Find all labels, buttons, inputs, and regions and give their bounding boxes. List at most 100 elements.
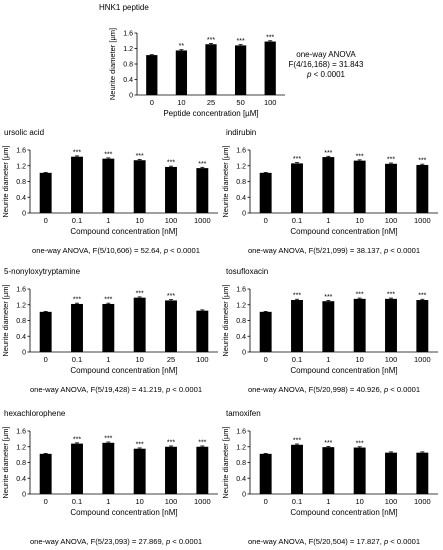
bar: [259, 172, 272, 213]
x-axis-label: Peptide concentration [µM]: [163, 109, 258, 118]
stats-text: one-way ANOVA, F(5/21,099) = 38.137, p <…: [248, 246, 420, 255]
bar: [102, 442, 115, 494]
x-tick-label: 0: [264, 355, 268, 364]
p-value: < 0.0001: [388, 246, 420, 255]
p-symbol: p: [306, 70, 312, 79]
stats-prefix: one-way ANOVA, F(5/19,428) = 41.219,: [30, 385, 166, 394]
significance-marker: ***: [167, 160, 175, 167]
p-symbol: p: [163, 246, 168, 255]
p-symbol: p: [383, 246, 388, 255]
y-tick-label: 0.4: [236, 195, 246, 202]
x-tick-label: 100: [385, 216, 398, 225]
y-tick-label: 1.2: [236, 444, 246, 451]
y-tick-label: 1.6: [236, 429, 246, 436]
y-axis-label: Neurite diameter [µm]: [221, 145, 230, 217]
p-symbol: p: [165, 537, 170, 546]
x-tick-label: 0.1: [72, 355, 82, 364]
significance-marker: ***: [73, 297, 81, 304]
x-tick-label: 25: [167, 355, 175, 364]
chart-title: 5-nonyloxytryptamine: [4, 267, 81, 276]
stats-line-1: one-way ANOVA: [296, 50, 356, 59]
bar: [196, 446, 209, 494]
chart-ursolic: ursolic acid 0 0.4 0.8 1.2 1.6 Neurite diamete…: [1, 128, 218, 255]
bar: [175, 50, 188, 95]
bar: [39, 453, 52, 494]
chart-tosufloxacin: tosufloxacin 0 0.4 0.8 1.2 1.6 Neurite diamete…: [221, 267, 438, 394]
y-tick-label: 1.2: [16, 302, 26, 309]
significance-marker: ***: [293, 437, 301, 444]
bar: [146, 55, 158, 95]
significance-marker: ***: [136, 290, 144, 297]
x-axis-label: Compound concentration [nM]: [290, 227, 397, 236]
x-tick-label: 1: [106, 216, 110, 225]
chart-title: tosufloxacin: [226, 267, 268, 276]
x-tick-label: 1: [326, 497, 330, 506]
stats-prefix: one-way ANOVA, F(5/20,504) = 17.827,: [248, 537, 384, 546]
y-axis-label: Neurite diameter [µm]: [1, 145, 10, 217]
x-tick-label: 0: [264, 216, 268, 225]
bar: [322, 157, 335, 213]
significance-marker: ***: [324, 150, 332, 157]
bar: [165, 300, 177, 352]
x-tick-label: 1000: [414, 355, 431, 364]
bar: [102, 303, 115, 352]
y-tick-label: 0.4: [236, 476, 246, 483]
y-tick-label: 0.8: [16, 318, 26, 325]
p-value: < 0.0001: [311, 70, 345, 79]
bar: [322, 447, 335, 494]
bar: [71, 303, 83, 352]
bar: [385, 163, 397, 213]
chart-hnk1: HNK1 peptide 0 0.4 0.8 1.2 1.6 Neurite diamete…: [99, 3, 364, 118]
stats-line-2: F(4/16,168) = 31.843: [289, 60, 364, 69]
x-tick-label: 0: [150, 98, 154, 107]
stats-prefix: one-way ANOVA, F(5/20,998) = 40.926,: [248, 385, 384, 394]
x-tick-label: 0.1: [292, 497, 302, 506]
significance-marker: ***: [136, 153, 144, 160]
significance-marker: ***: [104, 151, 112, 158]
y-tick-label: 1.2: [236, 163, 246, 170]
significance-marker: ***: [167, 293, 175, 300]
x-tick-label: 100: [385, 355, 398, 364]
x-tick-label: 1000: [414, 497, 431, 506]
stats-text: one-way ANOVA, F(5/23,093) = 27.869, p <…: [30, 537, 202, 546]
x-tick-label: 0.1: [292, 355, 302, 364]
x-tick-label: 10: [135, 355, 143, 364]
x-tick-label: 1000: [194, 216, 211, 225]
x-tick-label: 1: [326, 216, 330, 225]
p-symbol: p: [383, 537, 388, 546]
y-tick-label: 1.2: [16, 163, 26, 170]
significance-marker: ***: [136, 441, 144, 448]
significance-marker: ***: [73, 436, 81, 443]
significance-marker: ***: [104, 436, 112, 443]
significance-marker: ***: [387, 292, 395, 299]
x-tick-label: 1: [106, 497, 110, 506]
p-value: < 0.0001: [388, 385, 420, 394]
bar: [385, 452, 397, 494]
bar: [102, 158, 115, 213]
x-tick-label: 0: [44, 355, 48, 364]
x-tick-label: 0: [264, 497, 268, 506]
y-tick-label: 0.8: [236, 460, 246, 467]
bar: [322, 301, 335, 352]
y-tick-label: 0: [22, 350, 26, 357]
bar: [205, 44, 217, 95]
stats-text: one-way ANOVA, F(5/20,504) = 17.827, p <…: [248, 537, 420, 546]
stats-text: one-way ANOVA, F(5/10,606) = 52.64, p < …: [32, 246, 200, 255]
y-axis-label: Neurite diameter [µm]: [1, 426, 10, 498]
x-tick-label: 100: [196, 355, 209, 364]
significance-marker: ***: [266, 34, 274, 41]
x-tick-label: 50: [236, 98, 244, 107]
significance-marker: ***: [356, 153, 364, 160]
bar: [291, 300, 303, 352]
bar: [133, 448, 146, 494]
significance-marker: ***: [104, 297, 112, 304]
stats-prefix: one-way ANOVA, F(5/23,093) = 27.869,: [30, 537, 166, 546]
x-axis-label: Compound concentration [nM]: [290, 366, 397, 375]
bar: [165, 166, 177, 213]
x-tick-label: 0.1: [292, 216, 302, 225]
y-tick-label: 0.4: [16, 334, 26, 341]
p-symbol: p: [383, 385, 388, 394]
x-tick-label: 0: [44, 216, 48, 225]
stats-text: one-way ANOVA, F(5/19,428) = 41.219, p <…: [30, 385, 202, 394]
bar: [259, 311, 272, 352]
